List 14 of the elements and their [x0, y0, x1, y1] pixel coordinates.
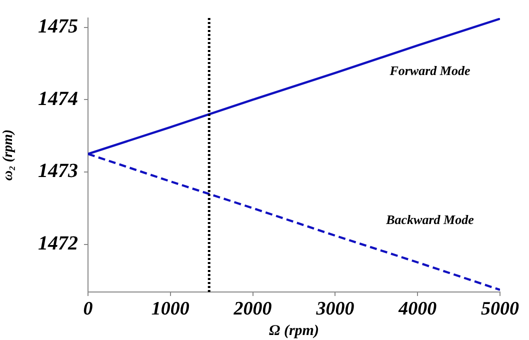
x-tick-label: 0 [83, 298, 94, 320]
y-tick-label: 1475 [38, 16, 78, 38]
x-tick-label: 2000 [232, 298, 272, 320]
series-label: Forward Mode [388, 63, 470, 78]
y-tick-label: 1474 [38, 88, 78, 110]
series-label: Backward Mode [385, 212, 474, 228]
y-tick-label: 1473 [38, 160, 78, 182]
x-tick-label: 3000 [315, 298, 355, 320]
y-axis-title: ω₂ (rpm) [1, 129, 16, 181]
x-tick-label: 4000 [398, 298, 438, 320]
x-tick-label: 5000 [481, 298, 520, 320]
y-tick-label: 1472 [38, 232, 78, 254]
x-axis-title: Ω (rpm) [269, 322, 319, 339]
x-tick-label: 1000 [151, 298, 190, 320]
